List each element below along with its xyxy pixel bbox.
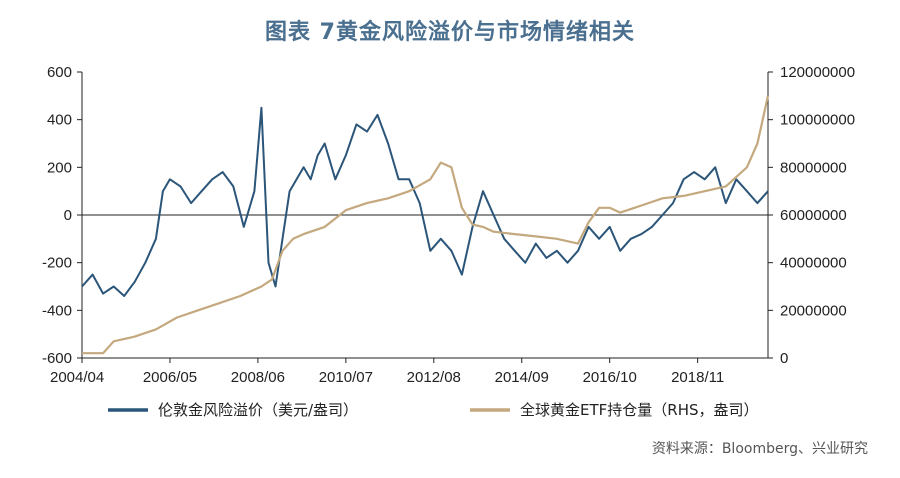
risk-premium-line (81, 106, 769, 297)
legend-label: 伦敦金风险溢价（美元/盎司） (158, 401, 358, 419)
right-tick-label: 80000000 (780, 159, 847, 176)
source-note: 资料来源：Bloomberg、兴业研究 (651, 441, 868, 457)
left-tick-label: 200 (47, 159, 72, 176)
x-tick-label: 2014/09 (495, 369, 549, 386)
x-tick-label: 2012/08 (407, 369, 461, 386)
x-tick-label: 2006/05 (143, 369, 197, 386)
legend-label: 全球黄金ETF持仓量（RHS，盎司） (520, 401, 759, 419)
series-premium (81, 106, 769, 297)
chart-axes: 600 400 200 0 -200 -400 -600 120000000 100000000… (42, 64, 855, 386)
x-tick-label: 2016/10 (583, 369, 637, 386)
x-tick-label: 2008/06 (231, 369, 285, 386)
left-tick-label: -400 (42, 302, 72, 319)
etf-holdings-line (82, 95, 770, 355)
left-tick-label: 0 (64, 207, 72, 224)
chart-legend: 伦敦金风险溢价（美元/盎司） 全球黄金ETF持仓量（RHS，盎司） (108, 401, 759, 419)
left-tick-label: -200 (42, 255, 72, 272)
right-tick-label: 120000000 (780, 64, 855, 81)
right-tick-label: 40000000 (780, 255, 847, 272)
left-tick-label: -600 (42, 350, 72, 367)
right-tick-label: 20000000 (780, 302, 847, 319)
right-tick-label: 0 (780, 350, 788, 367)
right-tick-label: 100000000 (780, 112, 855, 129)
left-tick-label: 600 (47, 64, 72, 81)
x-tick-label: 2010/07 (319, 369, 373, 386)
right-tick-label: 60000000 (780, 207, 847, 224)
chart-title: 图表 7黄金风险溢价与市场情绪相关 (265, 20, 635, 45)
x-tick-label: 2018/11 (671, 369, 724, 386)
left-tick-label: 400 (47, 112, 72, 129)
x-tick-label: 2004/04 (50, 369, 104, 386)
series-etf (82, 95, 770, 355)
